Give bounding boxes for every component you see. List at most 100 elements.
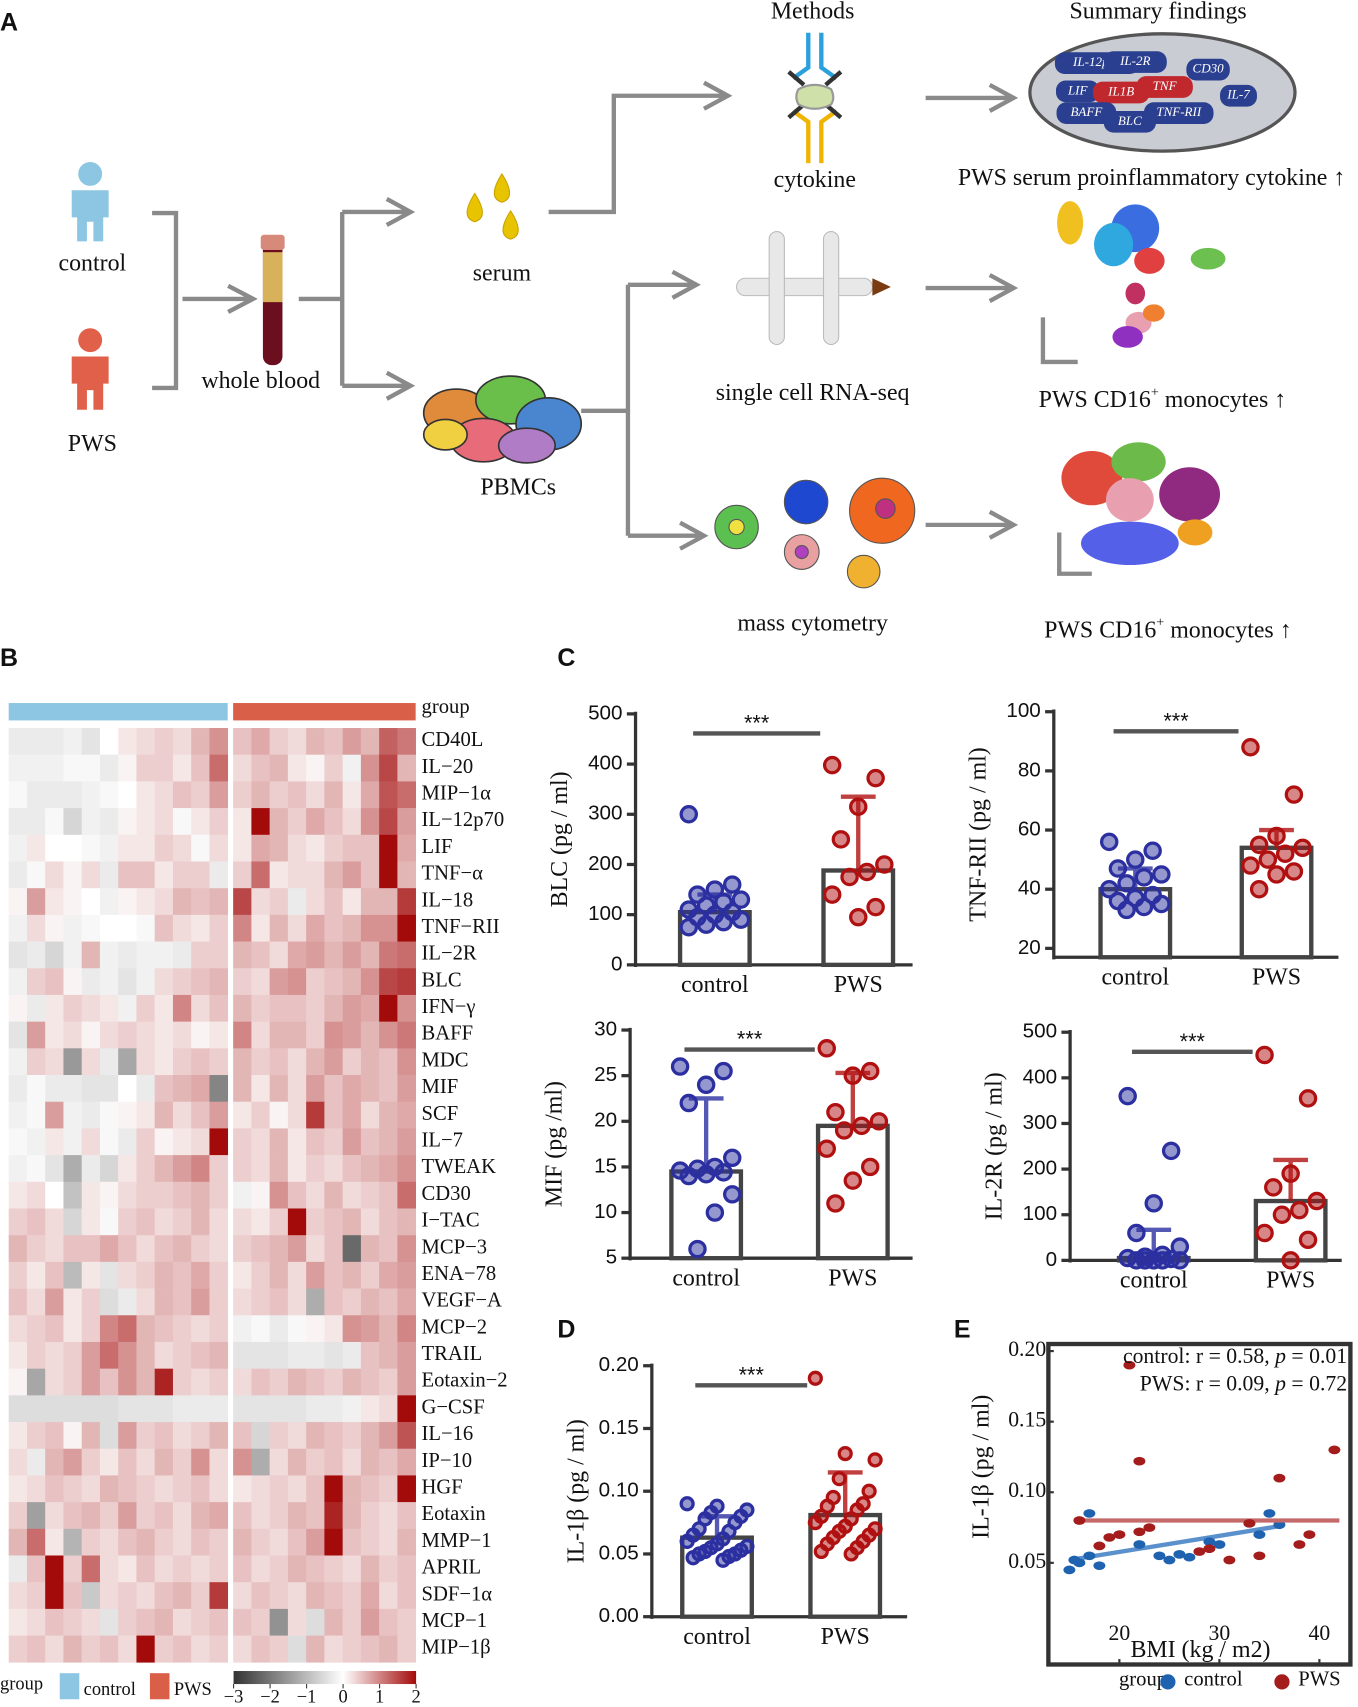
heat-cell (397, 1608, 416, 1636)
heat-cell (269, 1315, 289, 1343)
data-point (1144, 1194, 1163, 1213)
heat-cell (251, 1261, 270, 1289)
heat-cell (287, 861, 307, 889)
heat-cell (81, 861, 101, 889)
heat-cell (8, 808, 28, 836)
row-label: SDF−1α (422, 1583, 493, 1605)
heat-cell (233, 1582, 252, 1610)
heat-cell (233, 994, 252, 1022)
heat-cell (342, 861, 362, 889)
heat-cell (8, 1075, 28, 1103)
heat-cell (379, 728, 398, 756)
heat-cell (233, 808, 252, 836)
heat-cell (251, 728, 270, 756)
heat-cell (81, 1101, 101, 1129)
heat-cell (63, 1341, 83, 1369)
heat-cell (324, 1181, 343, 1209)
heat-cell (99, 1368, 119, 1396)
heat-cell (342, 994, 362, 1022)
heat-cell (324, 1155, 343, 1183)
heat-cell (99, 1635, 119, 1663)
data-point (1203, 1537, 1216, 1547)
heat-cell (8, 728, 28, 756)
heat-cell (63, 888, 83, 916)
heat-cell (154, 1528, 174, 1556)
heat-cell (379, 888, 398, 916)
heat-cell (191, 1101, 210, 1129)
heat-cell (118, 1315, 137, 1343)
badge-label: TNF (1153, 78, 1178, 93)
heat-cell (172, 1235, 192, 1263)
heat-cell (324, 1341, 343, 1369)
heat-cell (99, 754, 119, 782)
heat-cell (397, 914, 416, 942)
heat-cell (397, 754, 416, 782)
badge-label: LIF (1067, 82, 1089, 97)
heat-cell (191, 968, 210, 996)
heat-cell (269, 1368, 289, 1396)
group-bar (233, 703, 416, 721)
heat-cell (397, 1208, 416, 1236)
heat-cell (287, 1128, 307, 1156)
data-point (714, 1061, 733, 1081)
heat-cell (251, 1395, 270, 1423)
heat-cell (136, 994, 156, 1022)
heat-cell (118, 1048, 137, 1076)
data-point (1284, 862, 1304, 881)
heat-cell (118, 861, 137, 889)
heat-cell (397, 1288, 416, 1316)
x-tick-label: control (1101, 964, 1169, 990)
row-label: MIP−1α (422, 782, 492, 804)
data-point (843, 1171, 863, 1190)
heat-cell (8, 1181, 28, 1209)
heat-cell (269, 914, 289, 942)
heat-cell (233, 968, 252, 996)
data-point (831, 1471, 847, 1487)
heat-cell (99, 1341, 119, 1369)
heat-cell (209, 1448, 229, 1476)
heat-cell (342, 1635, 362, 1663)
heat-cell (269, 994, 289, 1022)
heat-cell (233, 1502, 252, 1530)
heat-cell (172, 1208, 192, 1236)
heat-cell (379, 1021, 398, 1049)
heat-cell (324, 1555, 343, 1583)
badge-label: BAFF (1070, 104, 1103, 119)
heat-cell (26, 1048, 46, 1076)
data-point (1126, 850, 1145, 869)
data-point (822, 755, 842, 775)
legend-label: control (84, 1679, 136, 1699)
heat-cell (118, 754, 137, 782)
data-point (807, 1514, 823, 1531)
data-point (1093, 1561, 1106, 1571)
heat-cell (209, 728, 229, 756)
heat-cell (81, 781, 101, 809)
colorbar-label: 2 (411, 1686, 420, 1706)
heat-cell (397, 1128, 416, 1156)
data-point (1152, 865, 1171, 884)
heat-cell (269, 1048, 289, 1076)
heat-cell (81, 1555, 101, 1583)
heat-cell (26, 914, 46, 942)
heat-cell (26, 1235, 46, 1263)
heat-cell (45, 1128, 64, 1156)
row-label: LIF (422, 836, 453, 858)
heat-cell (306, 1582, 325, 1610)
heat-cell (191, 1528, 210, 1556)
y-axis-label: IL-1β (pg / ml) (563, 1419, 589, 1563)
heat-cell (8, 1422, 28, 1450)
badge-label: TNF-RII (1156, 104, 1201, 119)
heat-cell (154, 1608, 174, 1636)
badge-label: IL-7 (1226, 87, 1250, 102)
badge (1092, 81, 1150, 104)
heat-cell (63, 1582, 83, 1610)
heat-cell (26, 1528, 46, 1556)
heat-cell (306, 1128, 325, 1156)
y-tick-label: 400 (1023, 1065, 1057, 1088)
heat-cell (233, 1422, 252, 1450)
data-point (1083, 1509, 1096, 1518)
heat-cell (269, 968, 289, 996)
y-tick-label: 0 (1046, 1248, 1057, 1271)
data-point (1298, 1230, 1318, 1250)
heat-cell (360, 1582, 380, 1610)
